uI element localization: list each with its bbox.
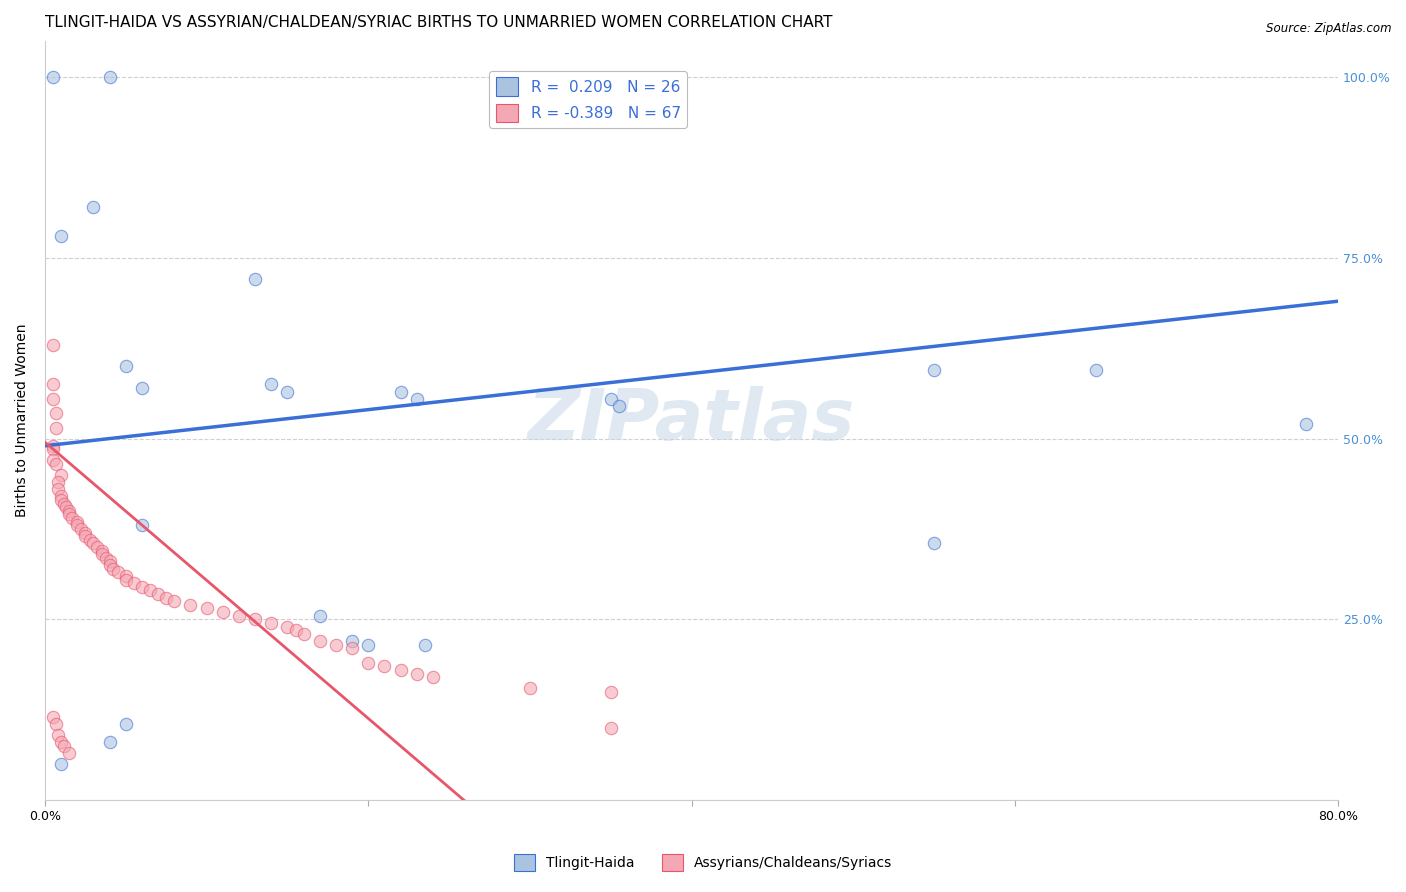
Point: [55, 500, 77, 515]
Point: [155, 591, 177, 605]
Point: [357, 638, 380, 652]
Point: [42, 377, 65, 392]
Point: [389, 663, 412, 677]
Point: [405, 666, 427, 681]
Point: [45, 406, 67, 420]
Point: [45, 717, 67, 731]
Point: [308, 608, 330, 623]
Point: [519, 681, 541, 695]
Point: [42, 337, 65, 351]
Point: [107, 566, 129, 580]
Point: [146, 587, 169, 601]
Point: [79, 533, 101, 547]
Point: [599, 684, 621, 698]
Point: [58, 504, 80, 518]
Point: [42, 710, 65, 724]
Point: [49, 735, 72, 749]
Point: [276, 384, 298, 399]
Point: [163, 594, 186, 608]
Point: [46, 482, 69, 496]
Point: [42, 439, 65, 453]
Text: TLINGIT-HAIDA VS ASSYRIAN/CHALDEAN/SYRIAC BIRTHS TO UNMARRIED WOMEN CORRELATION : TLINGIT-HAIDA VS ASSYRIAN/CHALDEAN/SYRIA…: [45, 15, 832, 30]
Point: [228, 608, 250, 623]
Point: [114, 359, 136, 374]
Point: [243, 272, 266, 286]
Point: [284, 623, 307, 637]
Point: [114, 717, 136, 731]
Point: [1084, 363, 1107, 377]
Point: [325, 638, 347, 652]
Point: [922, 363, 945, 377]
Point: [62, 511, 84, 525]
Point: [49, 756, 72, 771]
Point: [42, 442, 65, 457]
Point: [114, 573, 136, 587]
Point: [42, 70, 65, 84]
Point: [58, 508, 80, 522]
Point: [75, 525, 97, 540]
Point: [389, 384, 412, 399]
Point: [49, 229, 72, 244]
Point: [260, 615, 283, 630]
Point: [114, 569, 136, 583]
Point: [131, 580, 153, 594]
Point: [42, 392, 65, 406]
Point: [46, 728, 69, 742]
Point: [53, 497, 76, 511]
Point: [98, 735, 121, 749]
Point: [46, 475, 69, 489]
Point: [49, 467, 72, 482]
Point: [58, 746, 80, 760]
Point: [86, 540, 108, 554]
Legend: Tlingit-Haida, Assyrians/Chaldeans/Syriacs: Tlingit-Haida, Assyrians/Chaldeans/Syria…: [508, 848, 898, 876]
Point: [53, 739, 76, 753]
Point: [405, 392, 427, 406]
Point: [131, 381, 153, 395]
Point: [82, 200, 104, 214]
Point: [82, 536, 104, 550]
Point: [308, 634, 330, 648]
Point: [66, 515, 89, 529]
Point: [131, 518, 153, 533]
Point: [340, 641, 363, 656]
Point: [292, 627, 315, 641]
Point: [90, 543, 112, 558]
Point: [45, 420, 67, 434]
Point: [340, 634, 363, 648]
Point: [243, 612, 266, 626]
Point: [357, 656, 380, 670]
Point: [45, 457, 67, 471]
Text: ZIPatlas: ZIPatlas: [527, 386, 855, 455]
Point: [90, 547, 112, 561]
Point: [422, 670, 444, 684]
Point: [607, 399, 630, 413]
Point: [276, 619, 298, 633]
Point: [42, 453, 65, 467]
Point: [139, 583, 162, 598]
Point: [49, 489, 72, 503]
Point: [599, 721, 621, 735]
Y-axis label: Births to Unmarried Women: Births to Unmarried Women: [15, 324, 30, 517]
Legend: R =  0.209   N = 26, R = -0.389   N = 67: R = 0.209 N = 26, R = -0.389 N = 67: [489, 71, 688, 128]
Point: [98, 554, 121, 568]
Point: [75, 529, 97, 543]
Point: [1295, 417, 1317, 431]
Point: [66, 518, 89, 533]
Point: [599, 392, 621, 406]
Point: [179, 598, 201, 612]
Point: [195, 601, 218, 615]
Point: [211, 605, 233, 619]
Point: [373, 659, 395, 673]
Point: [260, 377, 283, 392]
Point: [101, 562, 124, 576]
Point: [122, 576, 145, 591]
Point: [69, 522, 91, 536]
Text: Source: ZipAtlas.com: Source: ZipAtlas.com: [1267, 22, 1392, 36]
Point: [98, 70, 121, 84]
Point: [413, 638, 436, 652]
Point: [922, 536, 945, 550]
Point: [49, 493, 72, 508]
Point: [96, 550, 118, 565]
Point: [98, 558, 121, 572]
